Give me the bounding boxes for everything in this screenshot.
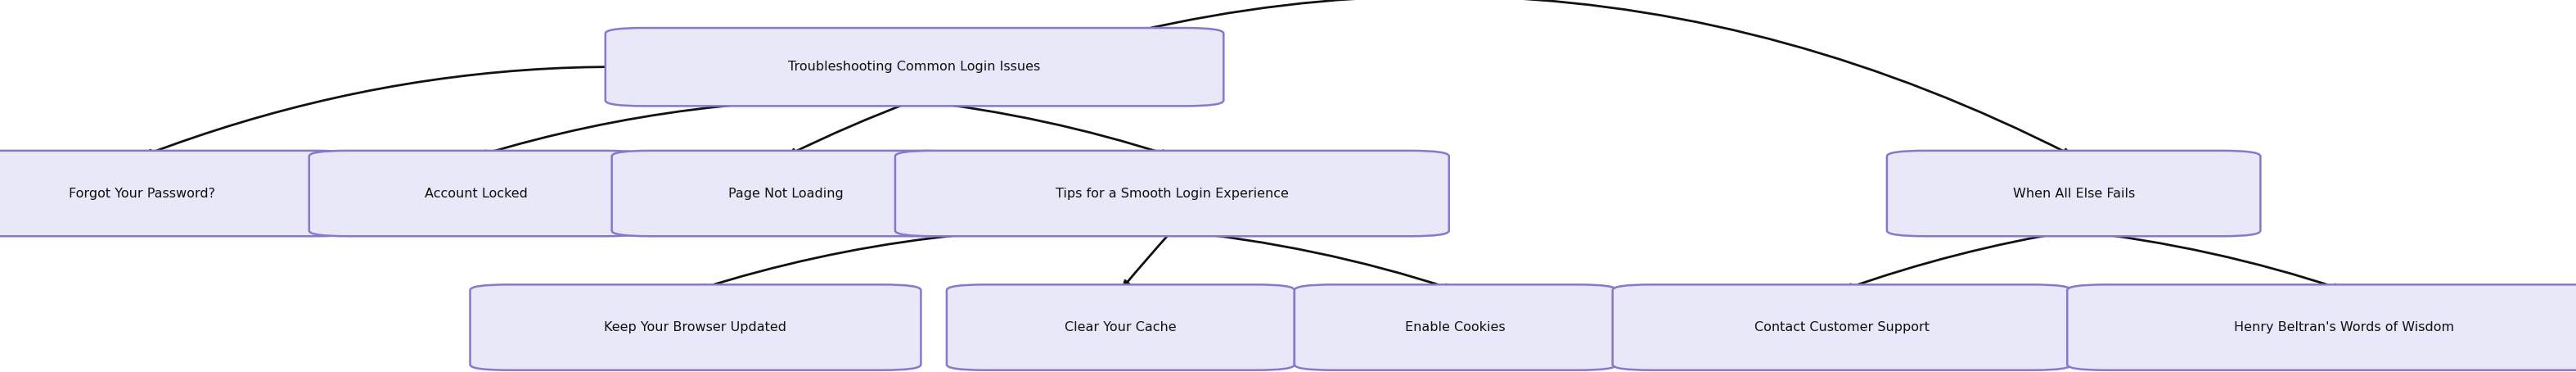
FancyBboxPatch shape: [309, 151, 644, 236]
Text: Tips for a Smooth Login Experience: Tips for a Smooth Login Experience: [1056, 187, 1288, 200]
Text: Henry Beltran's Words of Wisdom: Henry Beltran's Words of Wisdom: [2233, 321, 2455, 334]
Text: Account Locked: Account Locked: [425, 187, 528, 200]
FancyBboxPatch shape: [1293, 285, 1618, 370]
FancyBboxPatch shape: [896, 151, 1448, 236]
FancyBboxPatch shape: [605, 28, 1224, 106]
Text: When All Else Fails: When All Else Fails: [2012, 187, 2136, 200]
FancyBboxPatch shape: [948, 285, 1293, 370]
FancyBboxPatch shape: [469, 285, 922, 370]
Text: Keep Your Browser Updated: Keep Your Browser Updated: [605, 321, 786, 334]
FancyBboxPatch shape: [2066, 285, 2576, 370]
FancyBboxPatch shape: [1888, 151, 2262, 236]
FancyBboxPatch shape: [1613, 285, 2071, 370]
FancyBboxPatch shape: [0, 151, 355, 236]
Text: Page Not Loading: Page Not Loading: [729, 187, 842, 200]
Text: Troubleshooting Common Login Issues: Troubleshooting Common Login Issues: [788, 61, 1041, 73]
Text: Enable Cookies: Enable Cookies: [1406, 321, 1504, 334]
Text: Forgot Your Password?: Forgot Your Password?: [70, 187, 214, 200]
FancyBboxPatch shape: [613, 151, 958, 236]
Text: Clear Your Cache: Clear Your Cache: [1064, 321, 1177, 334]
Text: Contact Customer Support: Contact Customer Support: [1754, 321, 1929, 334]
